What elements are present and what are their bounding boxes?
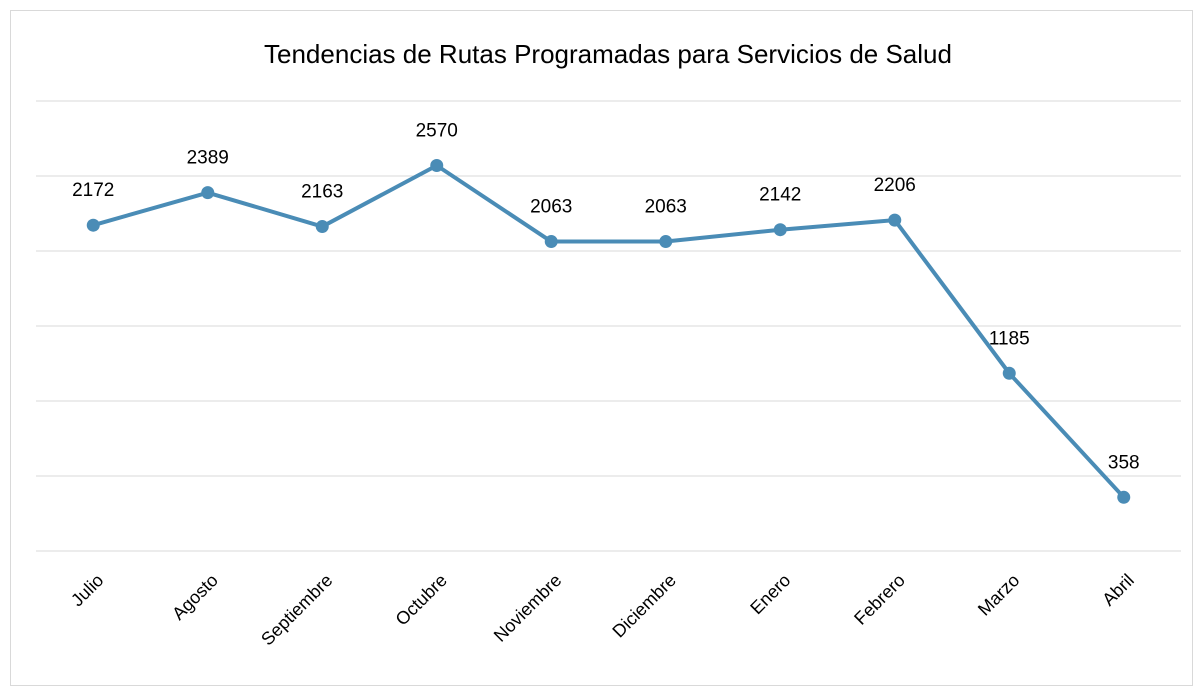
- data-label: 2570: [416, 121, 458, 142]
- data-label: 2142: [759, 185, 801, 206]
- data-label: 2163: [301, 182, 343, 203]
- data-label: 358: [1108, 452, 1140, 473]
- chart-frame: [10, 10, 1193, 686]
- point: [430, 159, 444, 172]
- point: [1002, 366, 1016, 380]
- data-label: 2063: [530, 197, 572, 218]
- point: [888, 213, 902, 227]
- data-label: 1185: [989, 328, 1030, 349]
- point: [1117, 490, 1131, 504]
- line: [92, 163, 1126, 499]
- data-label: 2063: [645, 197, 687, 218]
- point: [201, 186, 215, 200]
- data-label: 2206: [874, 175, 916, 196]
- point: [544, 235, 558, 249]
- point: [315, 220, 329, 234]
- point: [86, 218, 100, 232]
- data-label: 2172: [72, 180, 114, 201]
- point: [659, 235, 673, 249]
- chart-title: Tendencias de Rutas Programadas para Ser…: [264, 39, 952, 69]
- data-label: 2389: [187, 148, 229, 169]
- point: [773, 223, 787, 237]
